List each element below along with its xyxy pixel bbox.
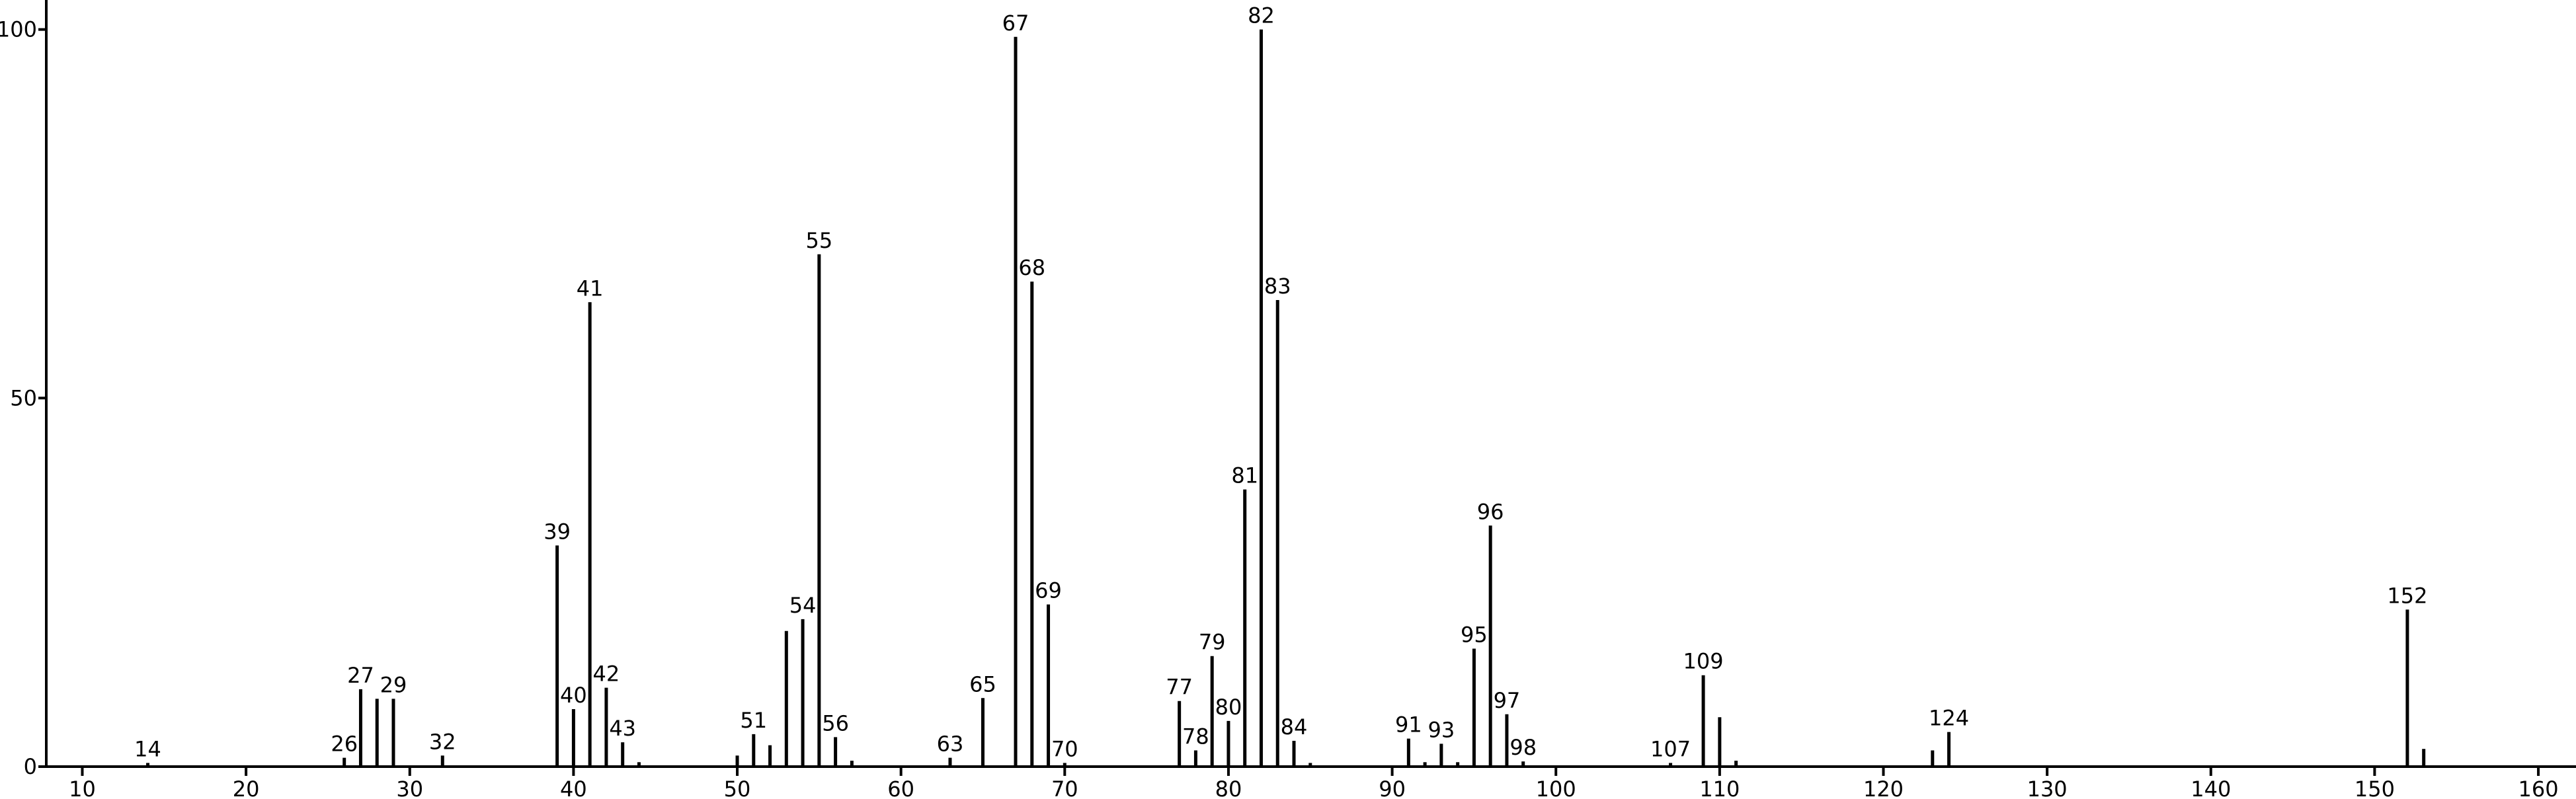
peak-label: 29: [380, 672, 407, 697]
peak-label: 79: [1199, 630, 1226, 655]
peak-label: 80: [1215, 695, 1242, 720]
peak-label: 69: [1035, 578, 1062, 603]
peak-label: 91: [1395, 712, 1422, 738]
x-tick-label: 80: [1215, 777, 1242, 799]
peak-label: 43: [609, 716, 636, 741]
x-tick-label: 40: [560, 777, 587, 799]
y-tick-label: 0: [24, 754, 37, 779]
x-tick-label: 60: [887, 777, 914, 799]
peak-label: 97: [1494, 688, 1521, 713]
peak-label: 41: [577, 276, 604, 301]
y-tick-label: 100: [0, 17, 37, 42]
x-tick-label: 110: [1699, 777, 1740, 799]
peak-label: 78: [1182, 724, 1209, 749]
peak-label: 55: [805, 228, 832, 253]
peak-label: 56: [822, 710, 849, 736]
peak-label: 98: [1509, 735, 1537, 760]
peak-label: 39: [543, 519, 571, 544]
peak-label: 27: [347, 663, 374, 688]
peak-label: 152: [2387, 583, 2427, 608]
peak-label: 40: [560, 683, 587, 708]
peak-label: 68: [1018, 255, 1045, 280]
x-tick-label: 50: [724, 777, 751, 799]
peak-label: 82: [1248, 3, 1275, 28]
x-tick-label: 70: [1051, 777, 1078, 799]
y-tick-label: 50: [10, 385, 37, 410]
x-tick-label: 30: [396, 777, 423, 799]
peak-label: 14: [134, 736, 161, 761]
peak-label: 124: [1929, 706, 1969, 731]
peak-label: 95: [1461, 623, 1488, 648]
x-tick-label: 10: [69, 777, 96, 799]
peak-label: 83: [1264, 274, 1291, 299]
peak-label: 109: [1683, 649, 1724, 674]
x-tick-label: 20: [233, 777, 260, 799]
peak-label: 26: [331, 732, 358, 757]
x-tick-label: 100: [1536, 777, 1576, 799]
peak-label: 107: [1650, 736, 1691, 761]
peak-label: 67: [1002, 11, 1029, 36]
peak-label: 96: [1477, 499, 1504, 524]
peak-label: 65: [969, 671, 996, 697]
peak-label: 81: [1231, 463, 1258, 488]
peak-label: 93: [1428, 717, 1455, 742]
x-tick-label: 150: [2355, 777, 2395, 799]
x-tick-label: 140: [2191, 777, 2231, 799]
peak-label: 63: [937, 732, 964, 757]
x-tick-label: 160: [2518, 777, 2559, 799]
peak-label: 51: [740, 708, 767, 733]
peak-label: 77: [1166, 675, 1193, 700]
peak-label: 42: [593, 662, 620, 687]
x-tick-label: 130: [2027, 777, 2068, 799]
peak-label: 32: [429, 729, 456, 754]
x-tick-label: 90: [1379, 777, 1406, 799]
peak-label: 70: [1051, 736, 1078, 761]
peak-label: 84: [1281, 714, 1308, 740]
x-tick-label: 120: [1863, 777, 1904, 799]
peak-label: 54: [789, 593, 817, 618]
